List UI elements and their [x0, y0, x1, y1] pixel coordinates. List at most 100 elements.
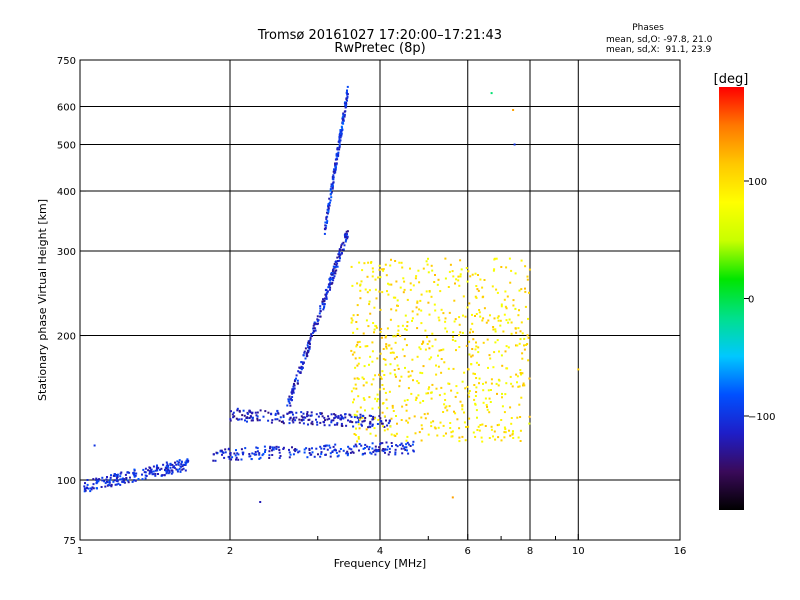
data-point: [319, 307, 322, 310]
data-point: [184, 462, 187, 465]
data-point: [302, 354, 305, 357]
data-point: [305, 355, 308, 358]
data-point: [333, 168, 336, 171]
data-point: [325, 216, 328, 219]
data-point: [395, 444, 398, 447]
data-point: [402, 277, 405, 280]
data-point: [442, 411, 445, 413]
data-point: [403, 280, 406, 283]
data-point: [166, 463, 169, 466]
data-point: [353, 416, 356, 419]
data-point: [156, 469, 159, 472]
data-point: [489, 314, 491, 317]
data-point: [271, 446, 274, 449]
data-point: [233, 415, 236, 418]
data-point: [443, 392, 446, 395]
data-point: [497, 315, 500, 318]
data-point: [383, 429, 386, 432]
data-point: [384, 391, 387, 394]
data-point: [371, 424, 374, 427]
data-point: [378, 446, 381, 449]
data-point: [507, 321, 510, 324]
data-point: [338, 255, 341, 258]
data-point: [329, 455, 332, 458]
data-point: [334, 164, 337, 167]
data-point: [371, 423, 374, 426]
data-point: [420, 439, 423, 442]
data-point: [288, 395, 291, 398]
data-point: [477, 351, 480, 354]
data-point: [385, 335, 388, 338]
data-point: [357, 421, 360, 424]
data-point: [403, 338, 406, 341]
data-point: [406, 399, 409, 401]
colorbar-tick-label: 100: [748, 177, 767, 188]
data-point: [399, 444, 402, 446]
data-point: [336, 260, 339, 262]
data-point: [318, 312, 321, 315]
data-point: [500, 439, 503, 442]
data-point: [452, 335, 454, 338]
data-point: [513, 143, 516, 146]
data-point: [484, 381, 487, 384]
data-point: [475, 285, 478, 287]
data-point: [383, 415, 386, 418]
data-point: [401, 348, 404, 351]
data-point: [187, 459, 190, 462]
data-point: [315, 413, 318, 416]
data-point: [475, 345, 478, 348]
data-point: [104, 485, 107, 488]
data-point: [427, 388, 430, 391]
data-point: [125, 477, 128, 479]
data-point: [354, 383, 357, 386]
data-point: [319, 305, 322, 308]
data-point: [477, 346, 480, 349]
data-point: [500, 419, 503, 421]
data-point: [449, 427, 452, 429]
data-point: [336, 155, 339, 158]
data-point: [414, 432, 417, 435]
data-point: [394, 296, 397, 299]
data-point: [466, 306, 469, 309]
data-point: [115, 474, 118, 477]
data-point: [115, 483, 118, 486]
data-point: [282, 416, 285, 418]
data-point: [131, 480, 134, 483]
data-point: [496, 316, 499, 319]
data-point: [314, 322, 317, 325]
data-point: [452, 275, 455, 278]
data-point: [288, 411, 291, 414]
data-point: [381, 425, 384, 428]
data-point: [420, 293, 423, 296]
data-point: [344, 416, 347, 419]
data-point: [405, 409, 408, 412]
data-point: [350, 349, 353, 352]
data-point: [355, 445, 358, 448]
data-point: [137, 478, 140, 480]
data-point: [329, 188, 332, 191]
data-point: [156, 466, 159, 469]
data-point: [406, 325, 409, 328]
data-point: [324, 227, 327, 229]
data-point: [157, 473, 159, 475]
data-point: [470, 355, 473, 358]
data-point: [129, 476, 131, 479]
data-point: [369, 422, 372, 425]
data-point: [416, 313, 419, 316]
data-point: [162, 463, 165, 466]
data-point: [417, 382, 420, 385]
data-point: [334, 163, 337, 166]
data-point: [249, 455, 252, 458]
data-point: [477, 289, 480, 292]
data-point: [291, 419, 294, 422]
data-point: [273, 446, 276, 449]
data-point: [327, 286, 330, 289]
data-point: [246, 416, 249, 419]
data-point: [240, 448, 243, 451]
data-point: [458, 334, 460, 337]
data-point: [406, 435, 409, 438]
x-tick-label: 8: [527, 546, 533, 557]
data-point: [426, 412, 429, 415]
data-point: [369, 355, 372, 358]
data-point: [87, 487, 90, 490]
